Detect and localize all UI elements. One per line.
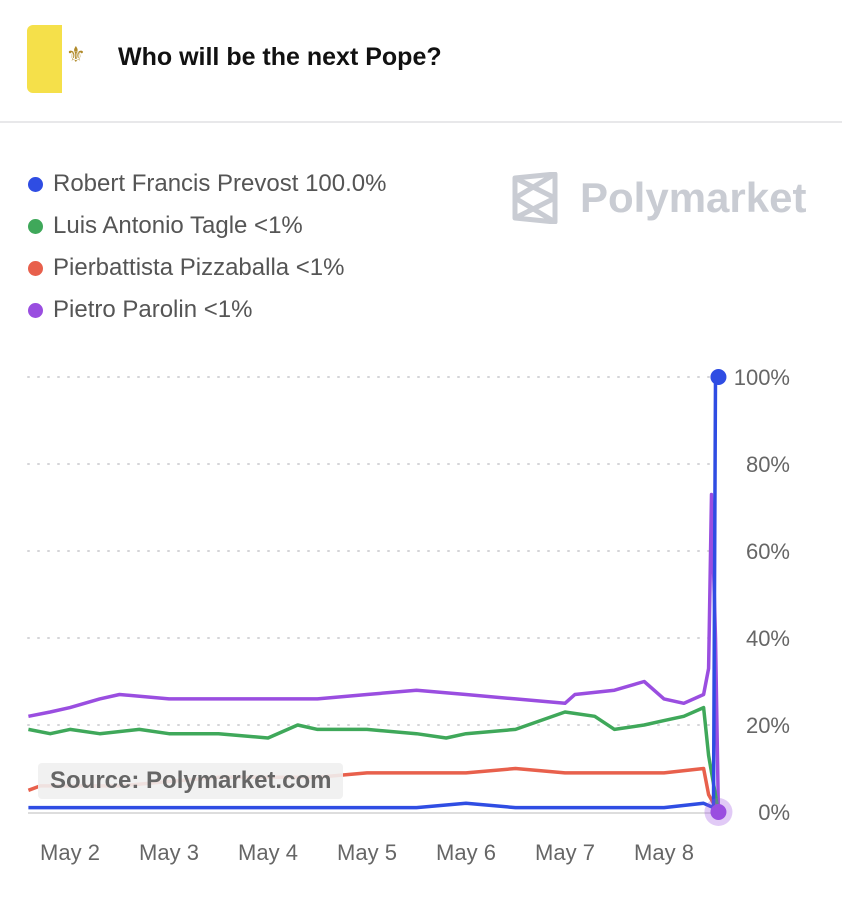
legend-item: Robert Francis Prevost 100.0% xyxy=(28,163,386,205)
watermark-text: Polymarket xyxy=(580,174,807,221)
divider xyxy=(0,121,842,123)
x-tick-label: May 6 xyxy=(436,840,496,865)
y-tick-label: 20% xyxy=(746,713,790,738)
series-line xyxy=(28,492,721,813)
series-line xyxy=(28,705,721,813)
x-tick-label: May 8 xyxy=(634,840,694,865)
legend-dot xyxy=(28,176,43,192)
polymarket-logo-icon xyxy=(512,172,558,224)
end-point-marker xyxy=(710,804,727,820)
x-tick-label: May 2 xyxy=(40,840,100,865)
y-tick-label: 80% xyxy=(746,452,790,477)
end-point-marker xyxy=(710,369,727,385)
y-tick-label: 100% xyxy=(734,365,790,390)
legend-dot xyxy=(28,260,43,276)
source-label: Source: Polymarket.com xyxy=(38,763,344,799)
x-tick-label: May 3 xyxy=(139,840,199,865)
x-tick-label: May 4 xyxy=(238,840,298,865)
x-tick-label: May 5 xyxy=(337,840,397,865)
y-tick-label: 0% xyxy=(758,800,790,825)
legend-dot xyxy=(28,302,43,318)
legend-dot xyxy=(28,218,43,234)
legend-item: Pierbattista Pizzaballa <1% xyxy=(28,247,386,289)
chart-legend: Robert Francis Prevost 100.0% Luis Anton… xyxy=(28,163,386,331)
series-line xyxy=(28,375,719,810)
legend-item: Luis Antonio Tagle <1% xyxy=(28,205,386,247)
polymarket-watermark: Polymarket xyxy=(512,172,806,224)
vatican-flag xyxy=(27,25,62,93)
x-tick-label: May 7 xyxy=(535,840,595,865)
legend-label: Luis Antonio Tagle <1% xyxy=(53,212,303,239)
page-title: Who will be the next Pope? xyxy=(118,43,442,71)
y-tick-label: 60% xyxy=(746,539,790,564)
legend-label: Robert Francis Prevost 100.0% xyxy=(53,170,387,197)
y-tick-label: 40% xyxy=(746,626,790,651)
papal-keys-icon: ⚜ xyxy=(66,42,86,67)
legend-item: Pietro Parolin <1% xyxy=(28,289,386,331)
legend-label: Pietro Parolin <1% xyxy=(53,296,253,323)
legend-label: Pierbattista Pizzaballa <1% xyxy=(53,254,345,281)
